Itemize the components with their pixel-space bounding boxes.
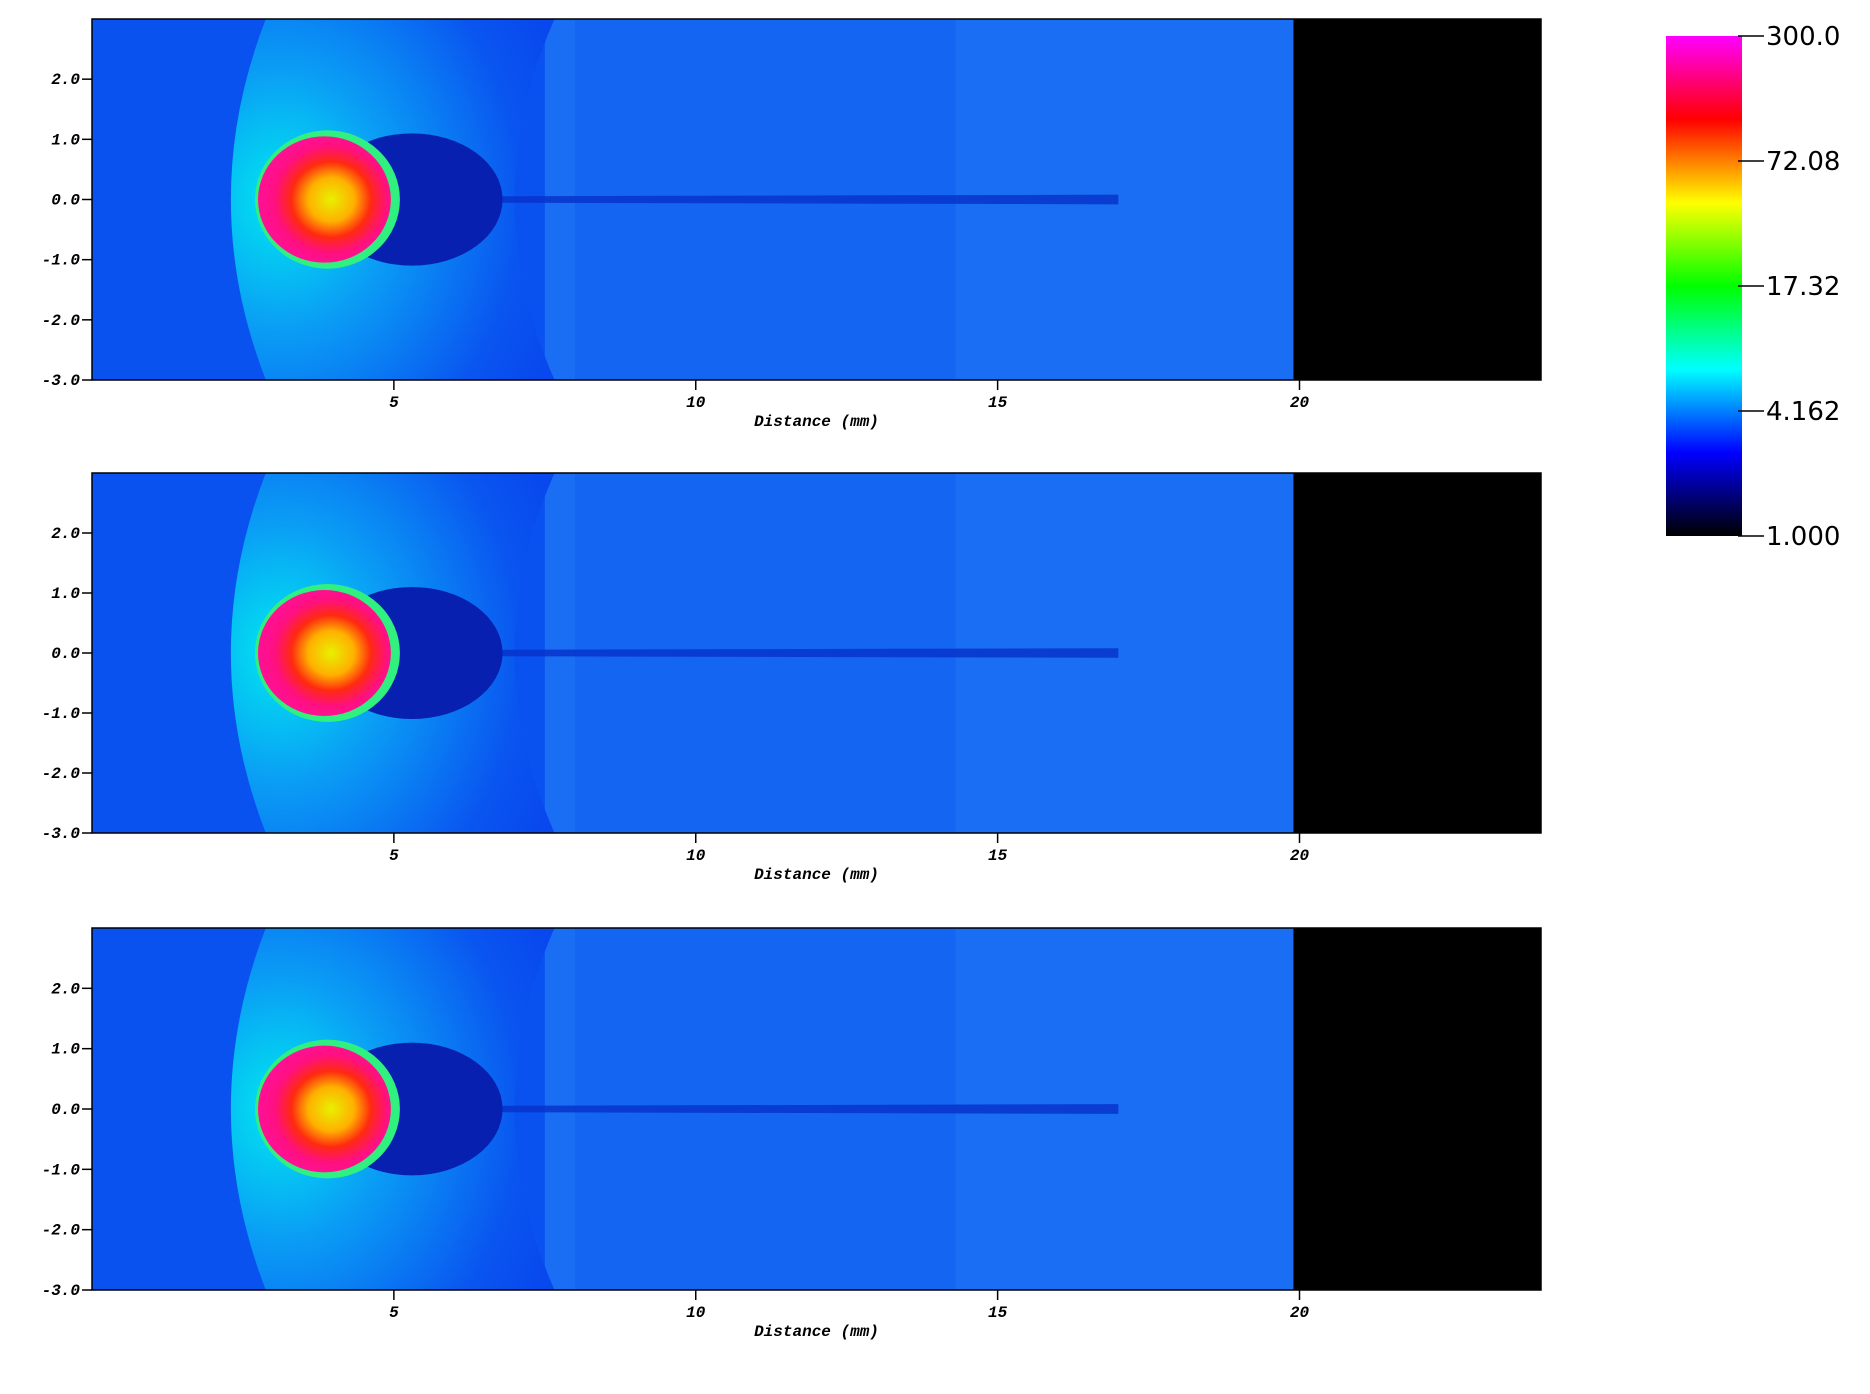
core — [258, 590, 391, 716]
heatmap-image — [92, 473, 1541, 833]
y-tick-label: -3.0 — [42, 1282, 81, 1300]
heatmap-image — [92, 19, 1541, 380]
y-tick-label: 0.0 — [51, 1101, 80, 1119]
jet — [393, 194, 1119, 205]
unshocked-region — [1293, 928, 1541, 1290]
y-tick-label: -1.0 — [42, 252, 81, 270]
colorbar — [1666, 36, 1742, 536]
y-tick-label: -2.0 — [42, 765, 81, 783]
x-axis-label: Distance (mm) — [754, 866, 879, 884]
jet — [393, 1104, 1119, 1114]
x-tick-label: 10 — [686, 847, 706, 865]
y-tick-label: 1.0 — [51, 585, 80, 603]
x-axis-label: Distance (mm) — [754, 413, 879, 431]
heatmap-image — [92, 928, 1541, 1290]
y-tick-label: 1.0 — [51, 1041, 80, 1059]
x-tick-label: 20 — [1290, 847, 1310, 865]
unshocked-region — [1293, 19, 1541, 380]
core — [258, 136, 391, 263]
colorbar-tick-label: 4.162 — [1766, 397, 1840, 427]
x-tick-label: 15 — [988, 1304, 1008, 1322]
x-axis-label: Distance (mm) — [754, 1323, 879, 1341]
y-tick-label: 2.0 — [51, 71, 80, 89]
colorbar-tick-label: 1.000 — [1766, 522, 1840, 552]
x-tick-label: 10 — [686, 1304, 706, 1322]
x-tick-label: 20 — [1290, 394, 1310, 412]
x-tick-label: 10 — [686, 394, 706, 412]
y-tick-label: -2.0 — [42, 312, 81, 330]
y-tick-label: -1.0 — [42, 1161, 81, 1179]
colorbar-tick-label: 300.0 — [1766, 22, 1840, 52]
y-tick-label: -2.0 — [42, 1222, 81, 1240]
colorbar-tick-label: 72.08 — [1766, 147, 1840, 177]
y-tick-label: -3.0 — [42, 372, 81, 390]
jet — [393, 648, 1119, 658]
x-tick-label: 15 — [988, 394, 1008, 412]
y-tick-label: 2.0 — [51, 980, 80, 998]
x-tick-label: 5 — [389, 847, 399, 865]
y-tick-label: 1.0 — [51, 131, 80, 149]
x-tick-label: 20 — [1290, 1304, 1310, 1322]
y-tick-label: 0.0 — [51, 645, 80, 663]
y-tick-label: -1.0 — [42, 705, 81, 723]
x-tick-label: 5 — [389, 394, 399, 412]
y-tick-label: 2.0 — [51, 525, 80, 543]
unshocked-region — [1293, 473, 1541, 833]
y-tick-label: -3.0 — [42, 825, 81, 843]
y-tick-label: 0.0 — [51, 192, 80, 210]
colorbar-tick-label: 17.32 — [1766, 272, 1840, 302]
core — [258, 1045, 391, 1173]
x-tick-label: 5 — [389, 1304, 399, 1322]
x-tick-label: 15 — [988, 847, 1008, 865]
